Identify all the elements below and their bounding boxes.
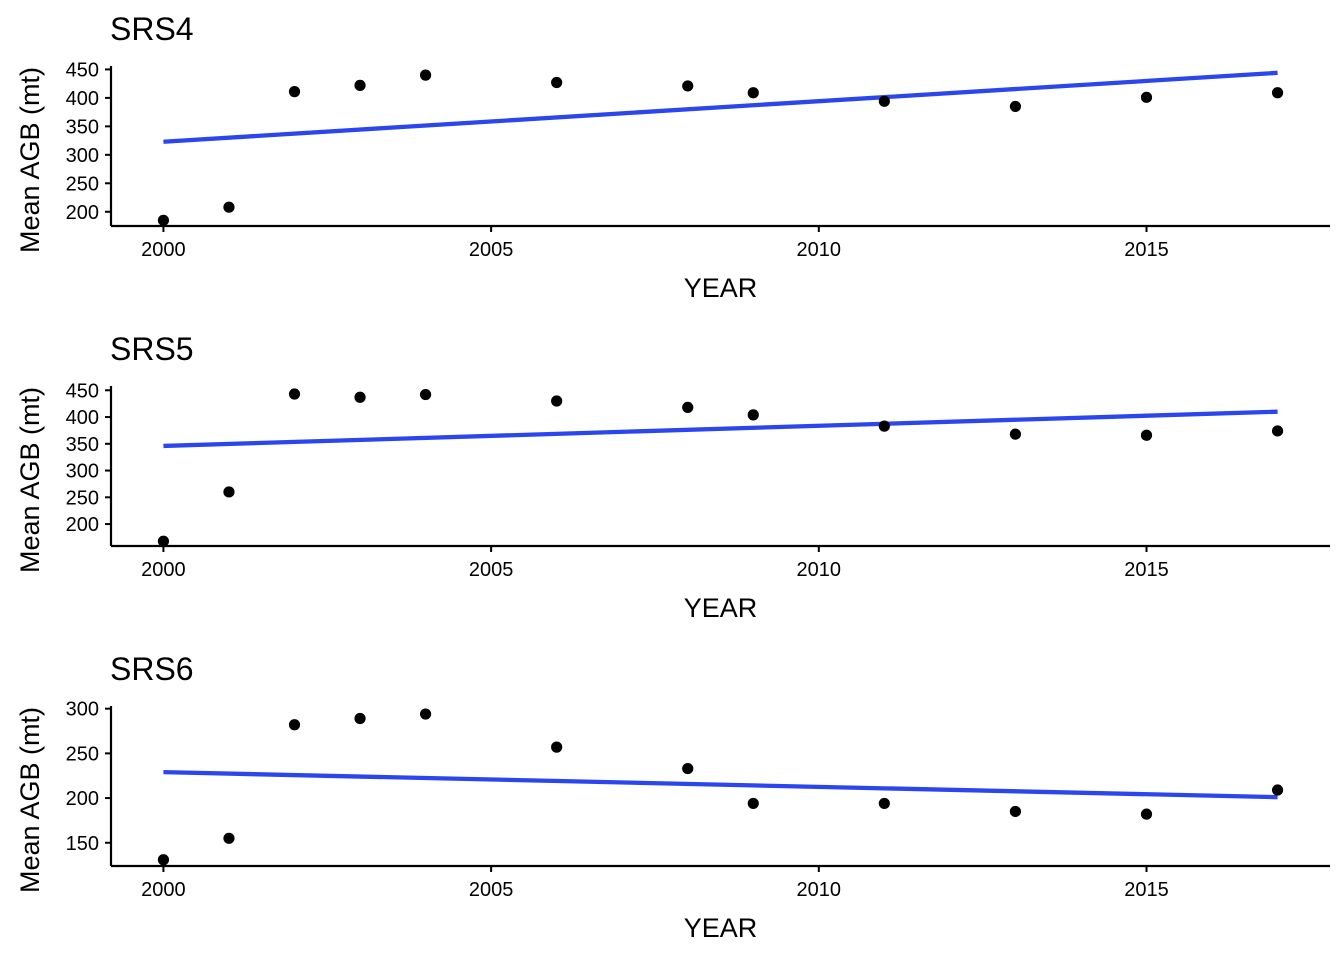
chart-panel-srs4: SRS4 200 250 300 350 400 450 2000 2005 2010 2015 YE…: [15, 11, 1330, 303]
data-point: [419, 708, 432, 720]
x-axis-title: YEAR: [684, 593, 758, 623]
y-tick-label: 150: [66, 833, 99, 855]
x-tick-label: 2005: [469, 559, 514, 581]
y-tick-label: 300: [66, 461, 99, 483]
x-tick-label: 2000: [141, 559, 186, 581]
y-axis-title: Mean AGB (mt): [15, 387, 45, 573]
panel-title: SRS4: [110, 11, 194, 47]
data-point: [878, 95, 890, 107]
data-point: [288, 86, 301, 98]
y-axis-title: Mean AGB (mt): [15, 67, 45, 253]
x-tick-label: 2015: [1124, 879, 1169, 901]
data-point: [1140, 91, 1153, 103]
x-tick-label: 2005: [469, 879, 514, 901]
y-tick-label: 250: [66, 173, 99, 195]
x-tick-label: 2010: [797, 559, 842, 581]
trend-line: [163, 409, 1278, 449]
data-point: [682, 762, 694, 775]
x-axis-title: YEAR: [684, 913, 758, 943]
data-point: [157, 214, 170, 226]
data-point: [223, 201, 235, 213]
y-tick-label: 250: [66, 487, 99, 509]
y-tick-label: 350: [66, 434, 99, 456]
chart-panel-srs5: SRS5 200 250 300 350 400 450 2000 2005 2010 2015 YE…: [15, 331, 1330, 623]
data-point: [1009, 805, 1022, 818]
chart-panel-srs6: SRS6 150 200 250 300 2000 2005 2010 2015 YEAR Mean…: [15, 651, 1330, 943]
x-tick-label: 2000: [141, 239, 186, 261]
y-tick-label: 200: [66, 788, 99, 810]
data-point: [747, 87, 759, 99]
x-axis-title: YEAR: [684, 273, 758, 303]
data-point: [878, 420, 890, 432]
data-point: [747, 797, 759, 810]
data-point: [878, 797, 890, 810]
data-point: [551, 395, 563, 407]
data-point: [223, 832, 235, 844]
y-tick-label: 400: [66, 407, 99, 429]
panel-title: SRS6: [110, 651, 194, 687]
y-tick-label: 450: [66, 59, 99, 81]
data-point: [551, 741, 563, 753]
data-point: [1009, 100, 1022, 113]
data-point: [1271, 87, 1284, 99]
data-point: [354, 391, 366, 403]
y-axis-title: Mean AGB (mt): [15, 707, 45, 893]
x-tick-label: 2005: [469, 239, 514, 261]
data-point: [419, 388, 432, 401]
data-point: [682, 401, 694, 414]
y-tick-label: 450: [66, 380, 99, 402]
data-point: [157, 535, 170, 547]
data-point: [1009, 428, 1022, 440]
data-point: [354, 712, 366, 725]
data-point: [1140, 429, 1153, 441]
data-point: [551, 76, 563, 89]
data-point: [682, 80, 694, 92]
x-tick-label: 2015: [1124, 559, 1169, 581]
y-tick-label: 200: [66, 514, 99, 536]
y-tick-label: 400: [66, 88, 99, 110]
trend-line: [163, 769, 1278, 800]
data-point: [157, 854, 170, 866]
data-point: [354, 79, 366, 91]
y-tick-label: 300: [66, 145, 99, 167]
y-tick-label: 250: [66, 743, 99, 765]
data-point: [1140, 808, 1153, 820]
y-tick-label: 350: [66, 116, 99, 138]
x-tick-label: 2000: [141, 879, 186, 901]
data-point: [288, 719, 301, 731]
x-tick-label: 2010: [797, 879, 842, 901]
x-tick-label: 2015: [1124, 239, 1169, 261]
data-point: [1271, 425, 1284, 437]
panel-title: SRS5: [110, 331, 194, 367]
data-point: [419, 69, 432, 81]
data-point: [288, 388, 301, 400]
x-tick-label: 2010: [797, 239, 842, 261]
data-point: [747, 409, 759, 421]
y-tick-label: 300: [66, 699, 99, 721]
data-point: [1271, 784, 1284, 796]
data-point: [223, 486, 235, 498]
trend-line: [163, 70, 1278, 144]
y-tick-label: 200: [66, 202, 99, 224]
